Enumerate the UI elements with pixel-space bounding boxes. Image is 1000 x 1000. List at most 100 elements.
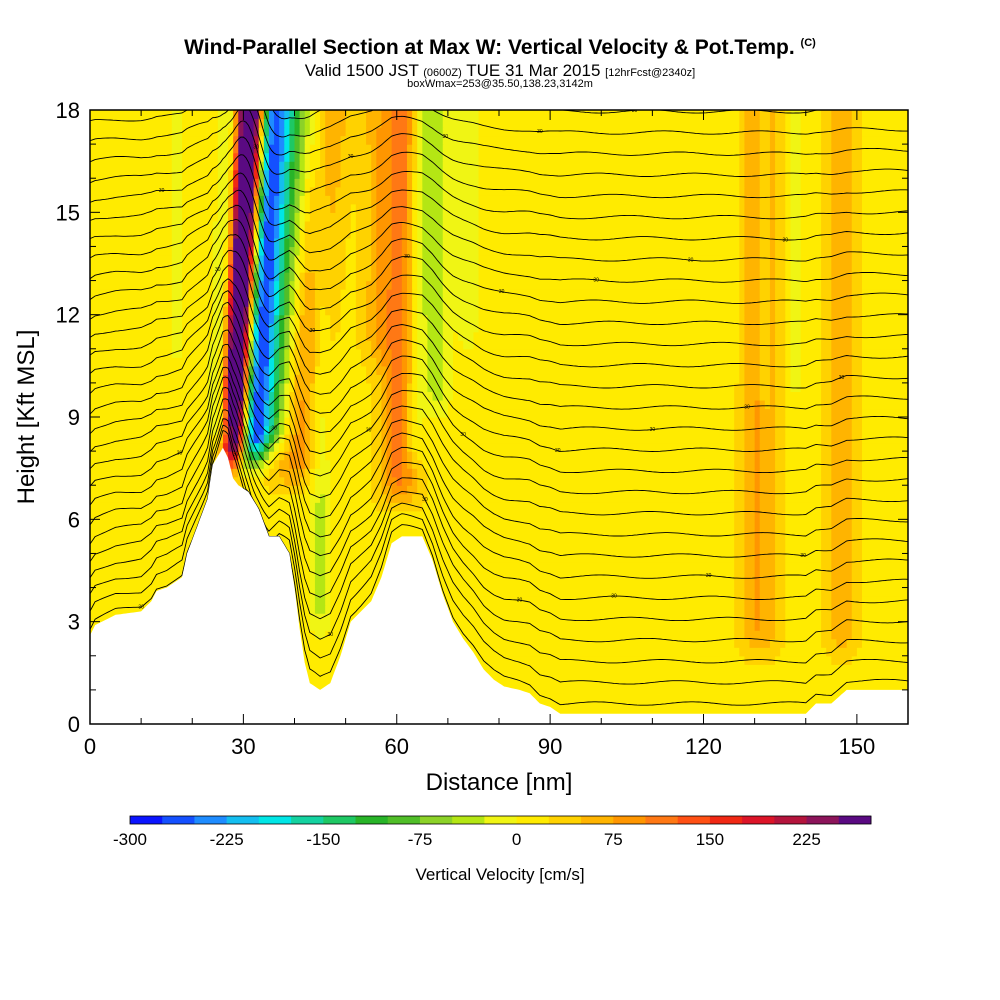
velocity-cell xyxy=(314,365,367,375)
velocity-cell xyxy=(831,493,853,503)
velocity-cell xyxy=(759,203,771,213)
velocity-cell xyxy=(821,110,832,120)
velocity-cell xyxy=(294,161,301,171)
velocity-cell xyxy=(851,152,863,162)
velocity-cell xyxy=(831,297,853,307)
velocity-cell xyxy=(314,169,326,179)
velocity-cell xyxy=(406,374,413,384)
velocity-cell xyxy=(376,289,388,299)
velocity-cell xyxy=(294,144,301,154)
velocity-cell xyxy=(320,434,326,444)
velocity-cell xyxy=(279,434,285,444)
velocity-cell xyxy=(739,195,745,205)
velocity-cell xyxy=(427,476,735,486)
velocity-cell xyxy=(744,254,761,265)
velocity-cell xyxy=(851,510,863,520)
velocity-cell xyxy=(831,570,853,580)
velocity-cell xyxy=(90,280,173,290)
velocity-cell xyxy=(447,408,735,418)
velocity-cell xyxy=(350,220,357,230)
velocity-cell xyxy=(861,570,908,580)
velocity-cell xyxy=(243,331,250,341)
velocity-cell xyxy=(289,357,296,367)
velocity-cell xyxy=(406,280,413,290)
velocity-cell xyxy=(274,246,280,256)
velocity-cell xyxy=(376,169,393,179)
velocity-cell xyxy=(258,237,265,248)
velocity-cell xyxy=(391,118,408,128)
velocity-cell xyxy=(238,229,250,239)
velocity-cell xyxy=(314,306,321,316)
velocity-cell xyxy=(442,289,480,299)
velocity-cell xyxy=(314,272,347,282)
velocity-cell xyxy=(406,323,413,333)
velocity-cell xyxy=(233,306,244,316)
velocity-cell xyxy=(790,357,802,367)
velocity-cell xyxy=(734,493,745,503)
velocity-cell xyxy=(861,493,908,503)
velocity-cell xyxy=(417,365,429,375)
velocity-cell xyxy=(775,468,786,478)
velocity-cell xyxy=(775,178,786,188)
velocity-cell xyxy=(212,297,224,307)
velocity-cell xyxy=(775,485,786,495)
velocity-cell xyxy=(422,289,444,299)
velocity-cell xyxy=(304,169,311,179)
velocity-cell xyxy=(401,323,408,333)
velocity-cell xyxy=(422,118,444,128)
velocity-cell xyxy=(90,220,173,230)
velocity-cell xyxy=(417,161,423,171)
velocity-cell xyxy=(217,110,234,120)
velocity-cell xyxy=(228,451,234,461)
velocity-cell xyxy=(401,340,408,350)
velocity-cell xyxy=(744,306,761,316)
velocity-cell xyxy=(417,152,423,162)
velocity-cell xyxy=(320,442,326,452)
velocity-cell xyxy=(294,306,301,316)
velocity-cell xyxy=(821,544,832,555)
velocity-cell xyxy=(821,434,832,444)
velocity-cell xyxy=(279,331,285,341)
velocity-cell xyxy=(376,357,383,367)
velocity-cell xyxy=(744,365,761,375)
velocity-cell xyxy=(422,246,444,256)
velocity-cell xyxy=(171,297,183,307)
velocity-cell xyxy=(263,186,270,196)
velocity-cell xyxy=(253,399,265,410)
velocity-cell xyxy=(268,434,275,444)
velocity-cell xyxy=(284,203,290,213)
velocity-cell xyxy=(785,519,822,529)
velocity-cell xyxy=(263,144,270,154)
velocity-cell xyxy=(360,348,372,358)
velocity-cell xyxy=(330,510,735,520)
velocity-cell xyxy=(417,314,429,324)
velocity-cell xyxy=(785,638,822,648)
velocity-cell xyxy=(785,561,822,572)
velocity-cell xyxy=(268,374,275,384)
velocity-cell xyxy=(821,161,832,171)
velocity-cell xyxy=(759,280,771,290)
velocity-cell xyxy=(744,399,756,410)
velocity-cell xyxy=(309,579,316,589)
velocity-cell xyxy=(831,391,853,401)
velocity-cell xyxy=(790,118,802,128)
velocity-cell xyxy=(294,135,301,145)
velocity-cell xyxy=(320,323,331,333)
colorbar-swatch xyxy=(387,816,421,824)
velocity-cell xyxy=(304,212,311,222)
velocity-cell xyxy=(330,323,342,333)
velocity-cell xyxy=(233,263,250,273)
velocity-cell xyxy=(386,425,393,435)
velocity-cell xyxy=(417,246,423,256)
velocity-cell xyxy=(279,297,285,307)
velocity-cell xyxy=(861,297,908,307)
velocity-cell xyxy=(309,417,316,427)
velocity-cell xyxy=(391,110,408,120)
velocity-cell xyxy=(851,323,863,333)
velocity-cell xyxy=(386,399,393,410)
velocity-cell xyxy=(790,280,802,290)
velocity-cell xyxy=(279,442,285,452)
velocity-cell xyxy=(182,144,219,154)
velocity-cell xyxy=(248,306,255,316)
velocity-cell xyxy=(759,579,776,589)
